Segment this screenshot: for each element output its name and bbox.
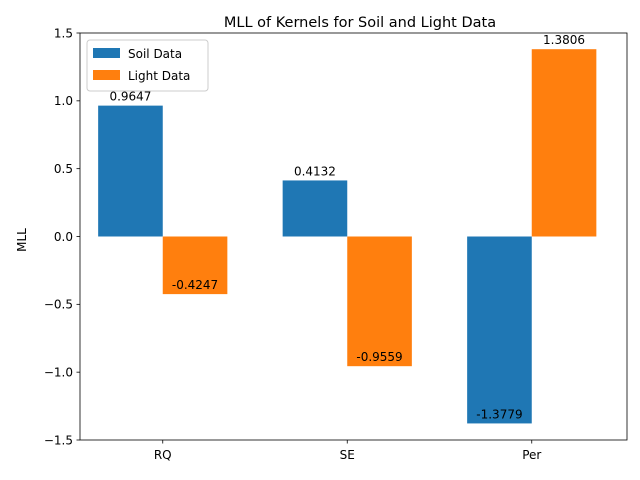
- bars-layer: [98, 49, 597, 424]
- bar-value-label: -0.9559: [356, 350, 402, 364]
- bar-value-label: 1.3806: [543, 33, 585, 47]
- bar-light-data-se: [347, 236, 412, 367]
- y-tick-label: −0.5: [44, 298, 73, 312]
- bar-soil-data-se: [282, 180, 348, 237]
- bar-soil-data-rq: [98, 105, 163, 237]
- bar-value-label: 0.4132: [294, 164, 336, 178]
- y-tick-label: 1.0: [54, 94, 73, 108]
- bar-light-data-rq: [162, 236, 228, 295]
- legend-label: Soil Data: [128, 47, 182, 61]
- bar-light-data-per: [531, 49, 597, 237]
- y-tick-label: −1.5: [44, 433, 73, 447]
- x-ticks-layer: RQ SE Per: [154, 440, 541, 462]
- x-tick-label: Per: [522, 448, 541, 462]
- legend-label: Light Data: [128, 69, 190, 83]
- x-tick-label: SE: [340, 448, 355, 462]
- bar-value-label: 0.9647: [109, 90, 151, 104]
- y-tick-label: 0.0: [54, 230, 73, 244]
- bar-value-label: -0.4247: [172, 278, 218, 292]
- chart-title: MLL of Kernels for Soil and Light Data: [224, 15, 496, 31]
- y-tick-label: 1.5: [54, 26, 73, 40]
- y-axis-label: MLL: [15, 228, 29, 252]
- legend: Soil Data Light Data: [86, 39, 209, 92]
- legend-swatch: [93, 70, 120, 80]
- bar-soil-data-per: [467, 236, 532, 424]
- y-tick-label: −1.0: [44, 365, 73, 379]
- y-ticks-layer: −1.5 −1.0 −0.5 0.0 0.5 1.0 1.5: [44, 26, 80, 447]
- bar-value-label: -1.3779: [476, 407, 522, 421]
- x-tick-label: RQ: [154, 448, 172, 462]
- bar-labels-layer: 0.9647 0.4132 -1.3779 -0.4247 -0.9559 1.3806: [109, 33, 585, 421]
- y-tick-label: 0.5: [54, 162, 73, 176]
- legend-swatch: [93, 48, 120, 58]
